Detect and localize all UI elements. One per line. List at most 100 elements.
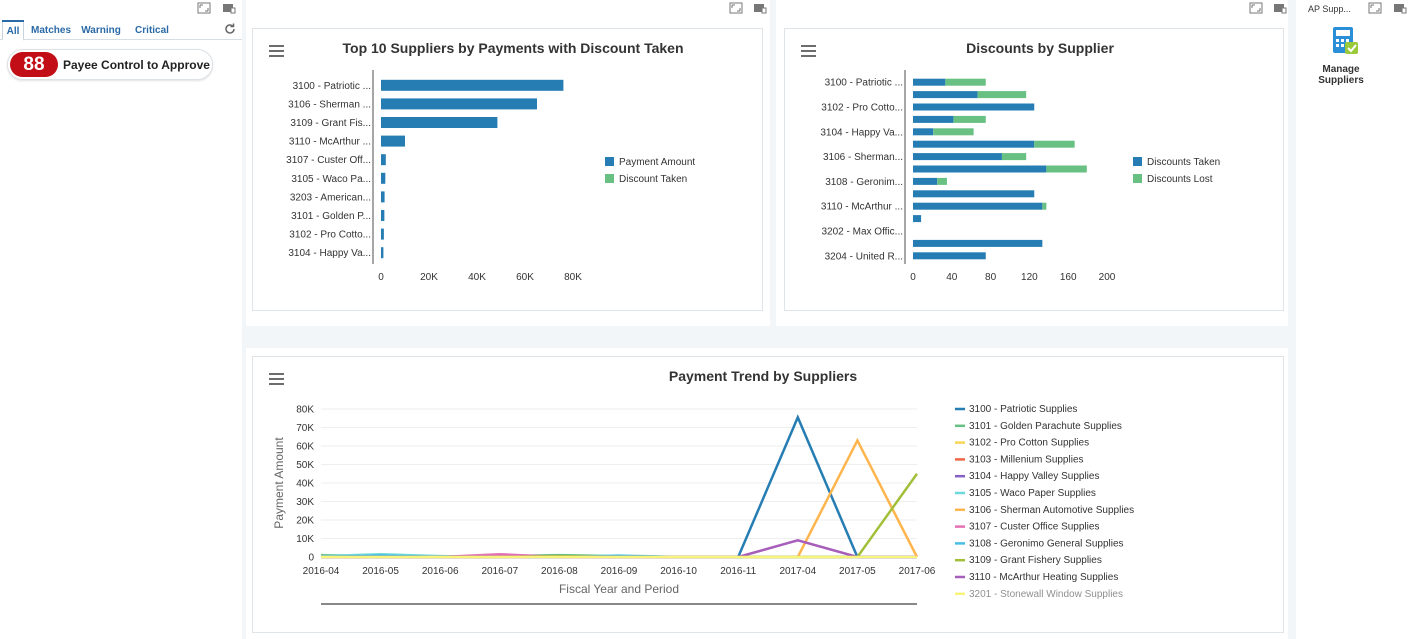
kpi-count-badge: 88	[10, 52, 58, 77]
edit-icon[interactable]	[222, 2, 236, 14]
legend-label: 3101 - Golden Parachute Supplies	[969, 421, 1122, 432]
category-label: 3106 - Sherman ...	[288, 99, 371, 110]
y-tick-label: 60K	[296, 442, 314, 453]
x-tick-label: 2016-08	[541, 566, 578, 577]
x-tick-label: 0	[378, 272, 384, 283]
left-pane: All Matches Warning Critical 88 Payee Co…	[0, 0, 242, 639]
legend-label: 3109 - Grant Fishery Supplies	[969, 555, 1102, 566]
payment-trend-chart: 0 10K 20K 30K 40K 50K 60K 70K 80K 2016-04 2016-05 2…	[272, 404, 1134, 605]
series-line	[321, 437, 919, 559]
bar-primary	[381, 117, 498, 128]
edit-icon[interactable]	[1273, 2, 1287, 14]
x-tick-label: 2017-04	[779, 566, 816, 577]
legend-label: Discount Taken	[619, 174, 687, 185]
bar-primary	[913, 202, 1043, 210]
x-tick-label: 160	[1060, 272, 1077, 283]
hamburger-menu-icon[interactable]	[801, 45, 816, 57]
y-tick-label: 0	[308, 553, 314, 564]
bar-secondary	[1034, 140, 1075, 148]
tab-warning[interactable]: Warning	[81, 25, 121, 36]
category-label: 3104 - Happy Va...	[820, 127, 903, 138]
pane-divider	[1288, 0, 1296, 639]
x-tick-label: 2016-07	[481, 566, 518, 577]
top-suppliers-panel: Top 10 Suppliers by Payments with Discou…	[252, 28, 763, 311]
bar-primary	[913, 78, 946, 86]
manage-suppliers-label[interactable]: Manage Suppliers	[1318, 64, 1364, 86]
maximize-icon[interactable]	[1368, 2, 1382, 14]
legend-label: 3103 - Millenium Supplies	[969, 454, 1084, 465]
bar-primary	[913, 91, 978, 99]
tab-critical[interactable]: Critical	[135, 25, 169, 36]
category-label: 3108 - Geronim...	[825, 177, 903, 188]
kpi-payee-control[interactable]: 88 Payee Control to Approve	[7, 49, 213, 80]
x-tick-label: 2016-10	[660, 566, 697, 577]
category-label: 3105 - Waco Pa...	[291, 174, 371, 185]
discounts-panel: Discounts by Supplier 3100 - Patriotic .…	[784, 28, 1284, 311]
x-tick-label: 2016-06	[422, 566, 459, 577]
category-label: 3203 - American...	[290, 192, 371, 203]
x-tick-label: 2017-06	[899, 566, 936, 577]
x-tick-label: 0	[910, 272, 916, 283]
legend-swatch	[605, 174, 614, 183]
x-tick-label: 80K	[564, 272, 582, 283]
category-label: 3107 - Custer Off...	[286, 155, 371, 166]
bar-primary	[381, 135, 405, 147]
x-tick-label: 200	[1099, 272, 1116, 283]
bar-primary	[913, 239, 1043, 247]
legend-swatch	[1133, 157, 1142, 166]
bar-primary	[913, 128, 934, 136]
bar-secondary	[945, 78, 986, 86]
x-tick-label: 20K	[420, 272, 438, 283]
x-tick-label: 40K	[468, 272, 486, 283]
bar-secondary	[937, 177, 947, 185]
calculator-icon[interactable]	[1330, 26, 1360, 56]
legend-swatch	[605, 157, 614, 166]
x-tick-label: 2016-11	[720, 566, 756, 577]
panel-title: Discounts by Supplier	[966, 40, 1114, 56]
legend-label: 3201 - Stonewall Window Supplies	[969, 589, 1123, 600]
y-tick-label: 80K	[296, 405, 314, 416]
category-label: 3106 - Sherman...	[823, 152, 903, 163]
edit-icon[interactable]	[1393, 2, 1407, 14]
bar-primary	[381, 98, 537, 110]
maximize-icon[interactable]	[197, 2, 211, 14]
y-tick-label: 70K	[296, 423, 314, 434]
legend-label: 3106 - Sherman Automotive Supplies	[969, 505, 1134, 516]
pane-divider	[770, 0, 776, 326]
x-axis-title: Fiscal Year and Period	[559, 582, 679, 596]
x-tick-label: 2016-09	[601, 566, 638, 577]
y-axis-title: Payment Amount	[272, 437, 286, 529]
y-tick-label: 20K	[296, 516, 314, 527]
category-label: 3101 - Golden P...	[291, 211, 371, 222]
maximize-icon[interactable]	[1249, 2, 1263, 14]
bar-primary	[913, 252, 986, 260]
y-tick-label: 40K	[296, 479, 314, 490]
bar-primary	[913, 215, 922, 223]
bar-secondary	[1001, 153, 1027, 161]
y-tick-label: 10K	[296, 534, 314, 545]
tab-matches[interactable]: Matches	[30, 25, 71, 36]
bar-primary	[381, 228, 384, 240]
edit-icon[interactable]	[753, 2, 767, 14]
hamburger-menu-icon[interactable]	[269, 373, 284, 385]
category-label: 3204 - United R...	[825, 251, 903, 262]
legend-label: 3110 - McArthur Heating Supplies	[969, 572, 1118, 583]
maximize-icon[interactable]	[729, 2, 743, 14]
legend-label: Payment Amount	[619, 157, 695, 168]
bar-secondary	[933, 128, 974, 136]
legend-label: Discounts Taken	[1147, 157, 1220, 168]
bar-primary	[381, 79, 564, 91]
x-tick-label: 80	[985, 272, 997, 283]
tab-all[interactable]: All	[2, 20, 24, 41]
hamburger-menu-icon[interactable]	[269, 45, 284, 57]
refresh-icon[interactable]	[223, 22, 237, 36]
x-tick-label: 2016-04	[303, 566, 340, 577]
category-label: 3102 - Pro Cotto...	[289, 230, 371, 241]
panel-title: Payment Trend by Suppliers	[668, 368, 858, 384]
category-label: 3110 - McArthur ...	[289, 137, 371, 148]
legend-label: 3105 - Waco Paper Supplies	[969, 488, 1096, 499]
legend-label: 3104 - Happy Valley Supplies	[969, 471, 1099, 482]
legend-label: 3102 - Pro Cotton Supplies	[969, 438, 1089, 449]
bar-secondary	[977, 91, 1027, 99]
category-label: 3100 - Patriotic ...	[825, 78, 903, 89]
